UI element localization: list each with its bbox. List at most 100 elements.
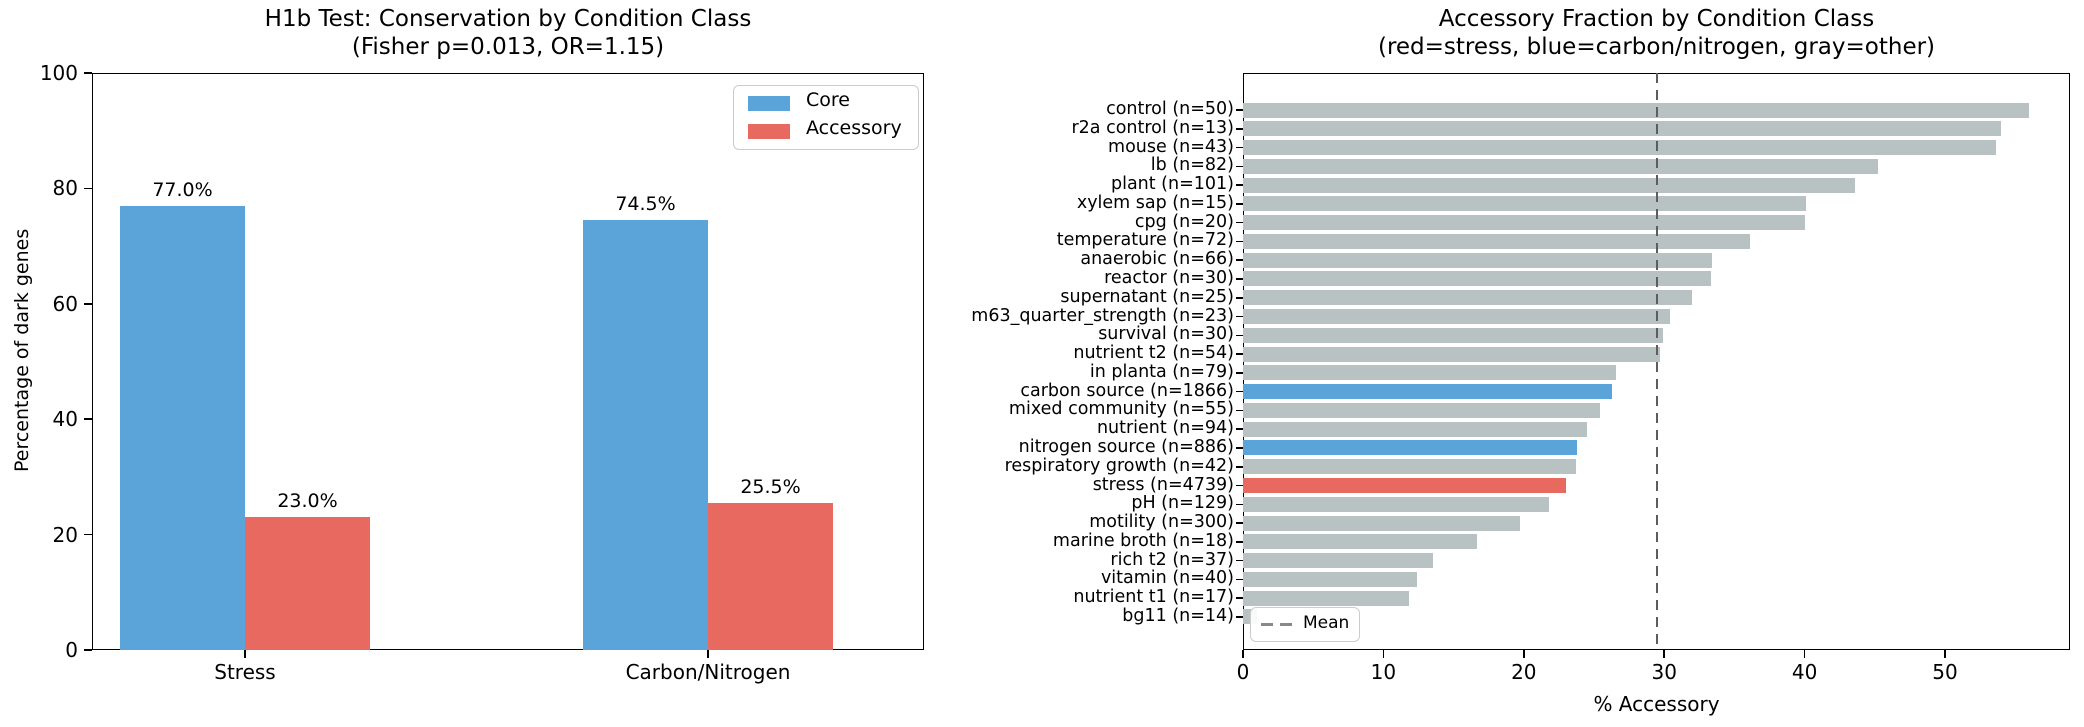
right-x-tick-mark bbox=[1382, 650, 1385, 658]
right-y-tick-mark bbox=[1236, 465, 1243, 468]
left-y-tick-mark bbox=[84, 72, 92, 74]
hbar-7 bbox=[1243, 233, 1750, 249]
hbar-24 bbox=[1243, 553, 1433, 569]
bar-core-1 bbox=[583, 220, 708, 650]
hbar-11 bbox=[1243, 309, 1670, 325]
hbar-label-4: plant (n=101) bbox=[1110, 174, 1234, 195]
hbar-6 bbox=[1243, 215, 1805, 231]
hbar-label-22: motility (n=300) bbox=[1089, 512, 1234, 533]
right-x-tick-label: 0 bbox=[1236, 660, 1250, 684]
right-x-tick-label: 40 bbox=[1791, 660, 1818, 684]
bar-accessory-0 bbox=[245, 517, 370, 650]
hbar-20 bbox=[1243, 478, 1566, 494]
legend-label-accessory: Accessory bbox=[806, 117, 902, 139]
right-x-tick-mark bbox=[1242, 650, 1244, 658]
right-y-tick-mark bbox=[1236, 447, 1243, 449]
left-y-tick-label: 20 bbox=[52, 522, 78, 547]
hbar-25 bbox=[1243, 571, 1418, 587]
hbar-label-12: survival (n=30) bbox=[1098, 324, 1234, 345]
right-y-tick-mark bbox=[1236, 597, 1243, 599]
left-y-tick-mark bbox=[84, 649, 92, 651]
left-x-tick-label: Carbon/Nitrogen bbox=[625, 660, 791, 684]
hbar-label-9: reactor (n=30) bbox=[1104, 267, 1234, 288]
hbar-14 bbox=[1243, 365, 1617, 381]
right-y-tick-mark bbox=[1236, 165, 1243, 168]
hbar-label-7: temperature (n=72) bbox=[1056, 230, 1234, 251]
right-y-tick-mark bbox=[1236, 559, 1243, 562]
bar-value-label: 23.0% bbox=[277, 490, 338, 513]
right-x-tick-label: 20 bbox=[1511, 660, 1537, 684]
legend-swatch-accessory bbox=[748, 124, 790, 139]
hbar-label-14: in planta (n=79) bbox=[1089, 361, 1234, 382]
left-x-tick-label: Stress bbox=[214, 660, 276, 684]
left-x-tick-mark bbox=[707, 650, 709, 658]
left-chart-subtitle: (Fisher p=0.013, OR=1.15) bbox=[351, 34, 665, 60]
mean-line bbox=[1655, 73, 1659, 650]
left-chart-title: H1b Test: Conservation by Condition Clas… bbox=[264, 6, 752, 32]
hbar-9 bbox=[1243, 271, 1711, 287]
hbar-label-20: stress (n=4739) bbox=[1092, 474, 1234, 495]
hbar-19 bbox=[1243, 459, 1576, 475]
bar-value-label: 74.5% bbox=[615, 193, 676, 216]
bar-value-label: 25.5% bbox=[740, 475, 801, 498]
hbar-label-27: bg11 (n=14) bbox=[1122, 605, 1234, 626]
right-y-tick-mark bbox=[1236, 109, 1243, 111]
left-y-tick-label: 60 bbox=[52, 291, 78, 316]
right-chart-title: Accessory Fraction by Condition Class bbox=[1438, 6, 1875, 32]
hbar-label-26: nutrient t1 (n=17) bbox=[1073, 587, 1234, 608]
legend-dash-sample bbox=[1261, 623, 1293, 627]
hbar-13 bbox=[1243, 346, 1660, 362]
right-y-tick-mark bbox=[1236, 296, 1243, 299]
hbar-label-23: marine broth (n=18) bbox=[1052, 530, 1234, 551]
right-x-tick-mark bbox=[1523, 650, 1525, 658]
right-y-tick-mark bbox=[1236, 184, 1243, 186]
right-y-tick-mark bbox=[1236, 353, 1243, 355]
right-y-tick-mark bbox=[1236, 522, 1243, 524]
hbar-label-17: nutrient (n=94) bbox=[1096, 418, 1234, 439]
right-y-tick-mark bbox=[1236, 315, 1243, 318]
right-y-tick-mark bbox=[1236, 409, 1243, 412]
right-y-tick-mark bbox=[1236, 428, 1243, 430]
left-y-tick-label: 100 bbox=[39, 61, 78, 85]
hbar-26 bbox=[1243, 590, 1409, 606]
hbar-15 bbox=[1243, 384, 1613, 400]
hbar-label-19: respiratory growth (n=42) bbox=[1004, 455, 1234, 476]
right-x-tick-label: 10 bbox=[1370, 660, 1397, 684]
right-y-tick-mark bbox=[1236, 127, 1243, 130]
hbar-label-18: nitrogen source (n=886) bbox=[1018, 436, 1234, 457]
right-x-tick-label: 30 bbox=[1651, 660, 1677, 684]
hbar-18 bbox=[1243, 440, 1578, 456]
right-y-tick-mark bbox=[1236, 372, 1243, 374]
left-y-tick-mark bbox=[84, 533, 92, 536]
right-y-tick-mark bbox=[1236, 484, 1243, 487]
hbar-label-24: rich t2 (n=37) bbox=[1110, 549, 1234, 570]
right-chart-subtitle: (red=stress, blue=carbon/nitrogen, gray=… bbox=[1377, 34, 1936, 60]
hbar-22 bbox=[1243, 515, 1520, 531]
hbar-label-6: cpg (n=20) bbox=[1134, 211, 1234, 232]
hbar-2 bbox=[1243, 140, 1996, 156]
right-y-tick-mark bbox=[1236, 240, 1243, 243]
hbar-label-16: mixed community (n=55) bbox=[1008, 399, 1234, 420]
hbar-label-25: vitamin (n=40) bbox=[1100, 568, 1234, 589]
hbar-4 bbox=[1243, 177, 1856, 193]
left-legend: Core Accessory bbox=[733, 85, 919, 150]
hbar-17 bbox=[1243, 421, 1587, 437]
right-y-tick-mark bbox=[1236, 146, 1243, 149]
right-x-axis-label: % Accessory bbox=[1593, 692, 1720, 716]
right-x-tick-mark bbox=[1944, 650, 1946, 658]
right-y-tick-mark bbox=[1236, 259, 1243, 261]
hbar-label-13: nutrient t2 (n=54) bbox=[1073, 343, 1234, 364]
hbar-3 bbox=[1243, 158, 1878, 174]
right-y-tick-mark bbox=[1236, 390, 1243, 393]
hbar-23 bbox=[1243, 534, 1478, 550]
bar-accessory-1 bbox=[708, 502, 833, 650]
left-x-tick-mark bbox=[244, 650, 246, 658]
hbar-label-11: m63_quarter_strength (n=23) bbox=[971, 305, 1234, 326]
left-y-axis-label: Percentage of dark genes bbox=[11, 228, 33, 472]
left-y-tick-mark bbox=[84, 418, 92, 420]
right-y-tick-mark bbox=[1236, 503, 1243, 506]
hbar-label-5: xylem sap (n=15) bbox=[1076, 192, 1234, 213]
hbar-label-0: control (n=50) bbox=[1106, 99, 1234, 119]
right-x-tick-label: 50 bbox=[1932, 660, 1958, 684]
